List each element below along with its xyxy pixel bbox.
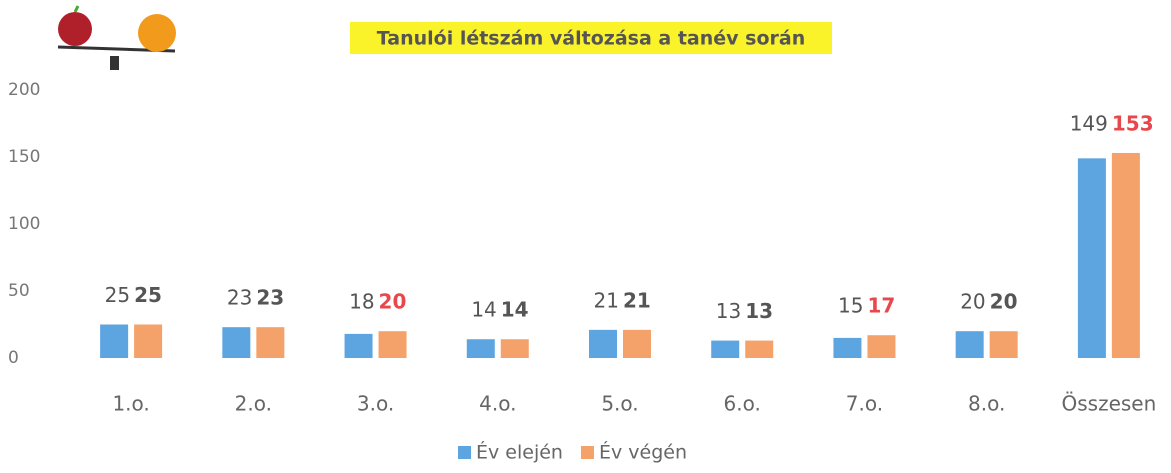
bar [501, 339, 529, 358]
y-tick-label: 150 [8, 147, 40, 167]
value-label: 23 [227, 286, 252, 310]
bar [833, 338, 861, 358]
y-tick-label: 100 [8, 214, 40, 234]
value-label: 20 [960, 290, 985, 314]
bar [711, 341, 739, 358]
bar [956, 331, 984, 358]
x-tick-label: 6.o. [724, 392, 761, 416]
value-label: 21 [623, 288, 651, 312]
legend-label: Év elején [476, 441, 563, 464]
value-label: 18 [349, 290, 374, 314]
bar [745, 341, 773, 358]
chart-title: Tanulói létszám változása a tanév során [377, 28, 805, 50]
value-label: 153 [1112, 111, 1154, 135]
bar [222, 327, 250, 358]
value-label: 21 [594, 288, 619, 312]
x-tick-label: 4.o. [479, 392, 516, 416]
value-label: 17 [867, 294, 895, 318]
value-label: 14 [471, 298, 496, 322]
value-label: 14 [501, 298, 529, 322]
bar [256, 327, 284, 358]
x-tick-label: Összesen [1061, 392, 1156, 416]
legend-swatch [458, 446, 471, 459]
legend-label: Év végén [599, 441, 687, 464]
value-label: 149 [1070, 111, 1108, 135]
x-tick-label: 5.o. [601, 392, 638, 416]
chart: Tanulói létszám változása a tanév során … [0, 0, 1171, 473]
bar [990, 331, 1018, 358]
value-label: 23 [256, 286, 284, 310]
value-label: 20 [379, 290, 407, 314]
x-tick-label: 1.o. [112, 392, 149, 416]
value-label: 15 [838, 294, 863, 318]
legend-swatch [581, 446, 594, 459]
bar [1078, 158, 1106, 358]
x-tick-label: 2.o. [235, 392, 272, 416]
bar [345, 334, 373, 358]
y-tick-label: 50 [8, 281, 30, 301]
value-label: 25 [134, 283, 162, 307]
bar [134, 325, 162, 359]
bar [100, 325, 128, 359]
bar [589, 330, 617, 358]
scale-icon [58, 6, 176, 70]
x-tick-label: 8.o. [968, 392, 1005, 416]
x-tick-label: 7.o. [846, 392, 883, 416]
y-tick-label: 0 [8, 348, 19, 368]
value-label: 13 [716, 299, 741, 323]
bar [1112, 153, 1140, 358]
bar [623, 330, 651, 358]
y-tick-label: 200 [8, 80, 40, 100]
bar [867, 335, 895, 358]
value-label: 25 [105, 283, 130, 307]
value-label: 13 [745, 299, 773, 323]
value-label: 20 [990, 290, 1018, 314]
bar [467, 339, 495, 358]
x-tick-label: 3.o. [357, 392, 394, 416]
bar [379, 331, 407, 358]
